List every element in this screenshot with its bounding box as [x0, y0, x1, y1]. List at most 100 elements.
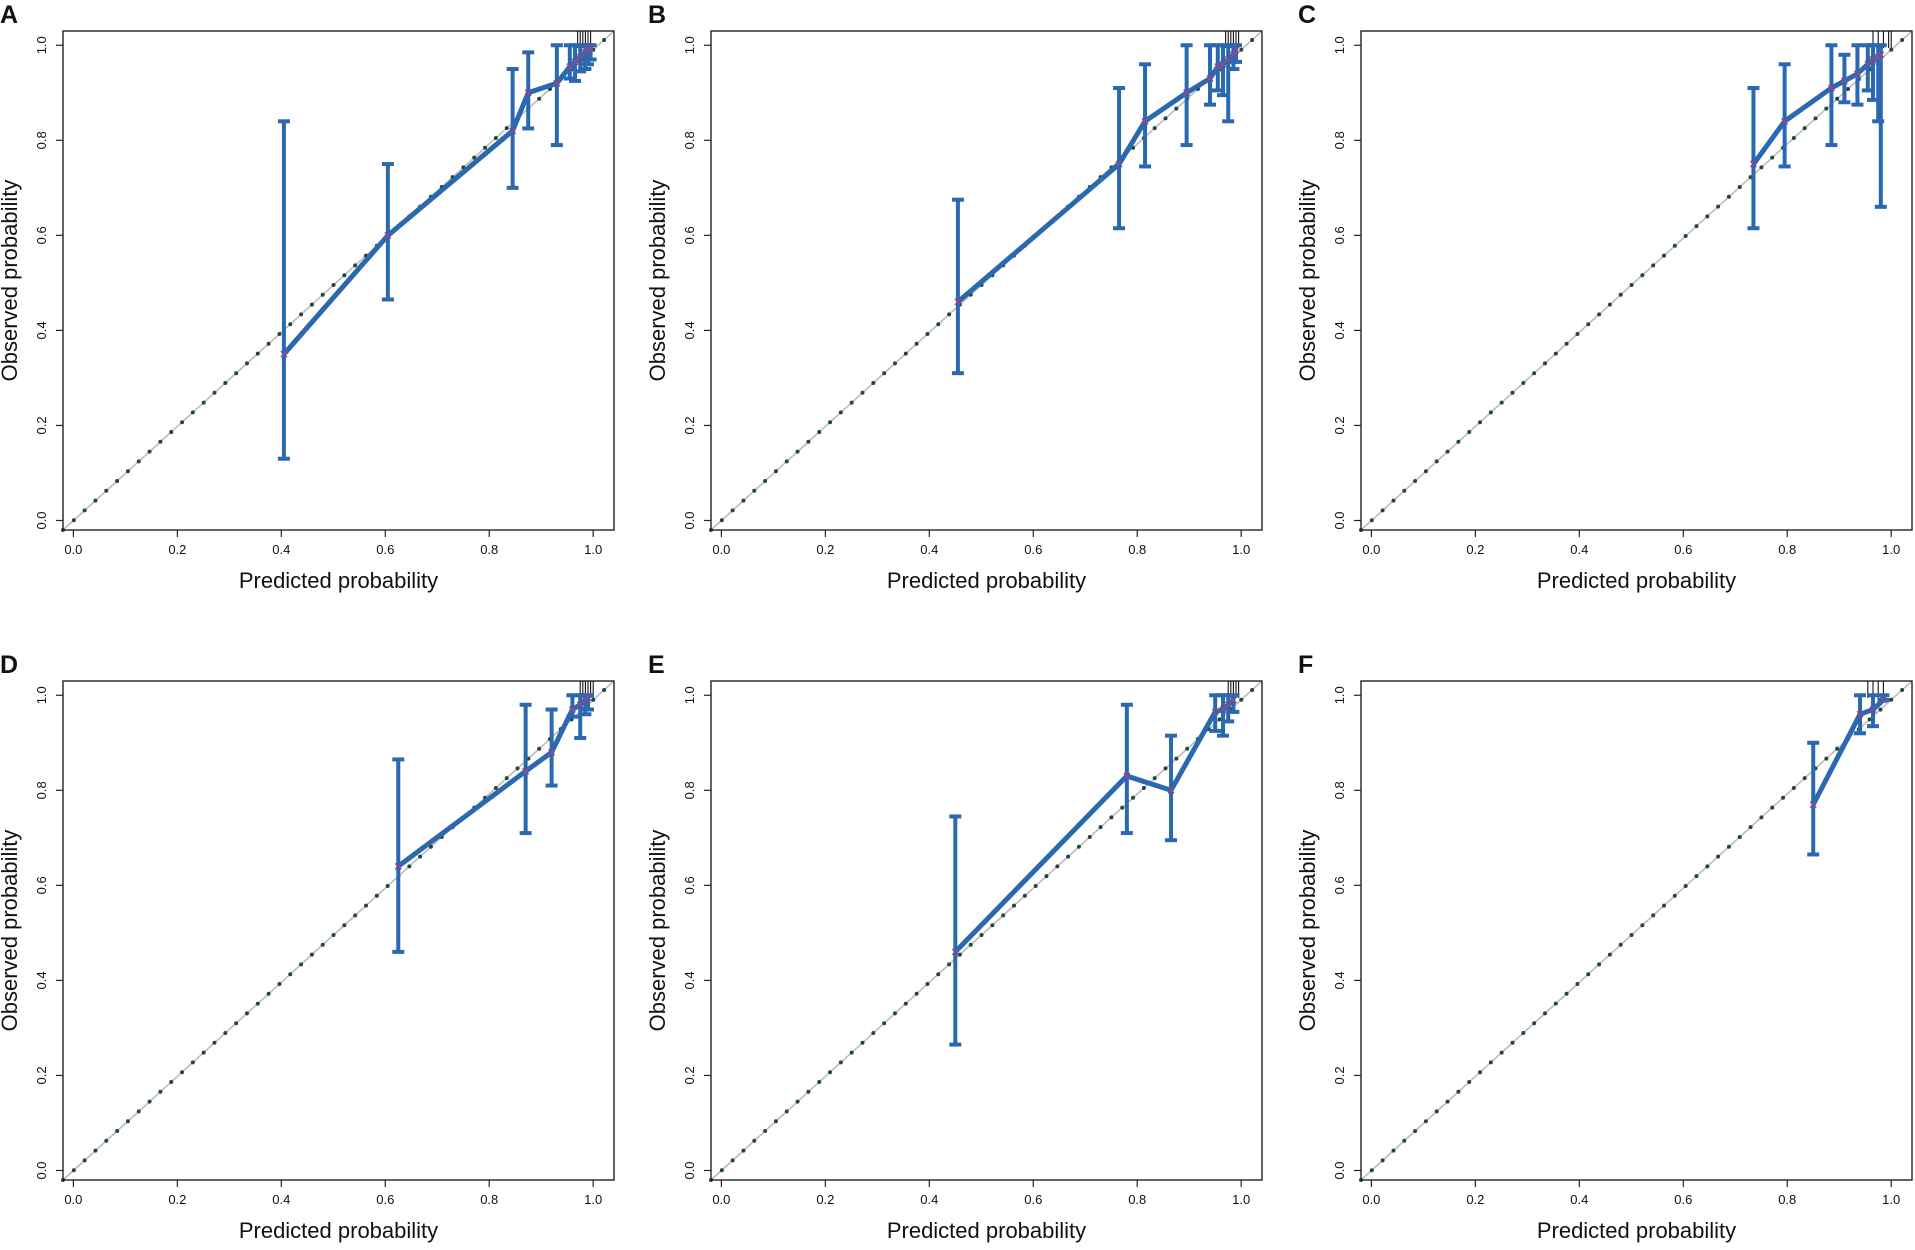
calibration-point: [553, 79, 561, 87]
calibration-point: [1869, 55, 1877, 64]
x-axis-title: Predicted probability: [1537, 568, 1736, 593]
calibration-point: [1141, 117, 1149, 125]
calibration-point: [1232, 46, 1240, 54]
x-tick-label: 0.4: [920, 1192, 938, 1207]
y-tick-label: 0.4: [34, 971, 49, 989]
plot-frame: [710, 30, 1263, 531]
y-tick-label: 1.0: [1332, 686, 1347, 704]
y-tick-label: 1.0: [682, 36, 697, 54]
calibration-point: [587, 44, 595, 52]
x-tick-label: 0.6: [1024, 542, 1042, 557]
panel-e: E 0.0 0.2 0.4 0.6 0.8 1.0 0.0 0.2 0.4 0.6 0.8 1.0 Pre…: [645, 651, 1264, 1243]
ideal-reference-line: [62, 30, 615, 531]
calibration-point: [280, 350, 288, 358]
ideal-reference-line: [1360, 30, 1913, 531]
panel-label: B: [648, 1, 666, 29]
plot-frame: [710, 680, 1263, 1181]
calibration-point: [951, 948, 959, 956]
y-tick-label: 0.4: [34, 321, 49, 339]
x-tick-label: 0.4: [272, 1192, 290, 1207]
y-tick-label: 0.6: [682, 876, 697, 894]
y-tick-label: 0.0: [1332, 1161, 1347, 1179]
x-tick-label: 0.8: [1778, 542, 1796, 557]
y-tick-label: 0.4: [682, 321, 697, 339]
x-tick-label: 0.4: [272, 542, 290, 557]
plot-frame: [1360, 680, 1913, 1181]
x-tick-label: 0.6: [376, 1192, 394, 1207]
calibration-point: [1827, 84, 1835, 92]
x-tick-label: 1.0: [584, 1192, 602, 1207]
y-tick-label: 0.8: [1332, 781, 1347, 799]
calibration-point: [1115, 160, 1123, 168]
panel-a: A 0.0 0.2 0.4 0.6 0.8 1.0 0.0 0.2 0.4 0.6 0.8 1.0 Pre…: [0, 1, 616, 593]
x-tick-label: 0.2: [168, 1192, 186, 1207]
panel-b: B 0.0 0.2 0.4 0.6 0.8 1.0 0.0 0.2 0.4 0.6 0.8 1.0 Pre…: [645, 1, 1264, 593]
x-tick-label: 0.6: [376, 542, 394, 557]
x-axis-title: Predicted probability: [887, 1218, 1086, 1243]
calibration-point: [548, 748, 556, 756]
x-tick-label: 0.8: [1778, 1192, 1796, 1207]
calibration-point: [1840, 77, 1848, 85]
ideal-reference-line: [710, 680, 1263, 1181]
y-tick-label: 0.2: [34, 1066, 49, 1084]
calibration-point: [509, 127, 517, 135]
calibration-line: [1751, 52, 1883, 166]
y-axis-title: Observed probability: [0, 830, 22, 1032]
panel-label: A: [0, 1, 18, 29]
y-tick-label: 0.0: [1332, 511, 1347, 529]
calibration-point: [1869, 705, 1877, 714]
y-tick-label: 0.2: [1332, 416, 1347, 434]
panel-c: C 0.0 0.2 0.4 0.6 0.8 1.0 0.0 0.2 0.4 0.6 0.8 1.0 Pre…: [1295, 1, 1914, 593]
y-tick-label: 0.8: [34, 781, 49, 799]
calibration-point: [1749, 160, 1757, 168]
x-tick-label: 1.0: [1882, 1192, 1900, 1207]
y-tick-label: 0.2: [682, 416, 697, 434]
calibration-point: [1853, 70, 1861, 78]
y-tick-label: 0.4: [1332, 971, 1347, 989]
calibration-point: [1214, 63, 1222, 71]
y-tick-label: 0.6: [34, 226, 49, 244]
calibration-line: [953, 698, 1236, 954]
calibration-point: [1781, 117, 1789, 125]
y-tick-label: 0.4: [1332, 321, 1347, 339]
calibration-line: [396, 695, 590, 869]
x-axis-title: Predicted probability: [239, 1218, 438, 1243]
panel-label: D: [0, 651, 18, 679]
calibration-point: [1879, 696, 1887, 704]
x-axis-title: Predicted probability: [887, 568, 1086, 593]
y-tick-label: 0.0: [682, 511, 697, 529]
x-tick-label: 0.0: [64, 542, 82, 557]
calibration-point: [1123, 772, 1131, 780]
y-axis-title: Observed probability: [0, 180, 22, 382]
x-tick-label: 1.0: [1882, 542, 1900, 557]
x-axis-title: Predicted probability: [239, 568, 438, 593]
x-tick-label: 0.0: [1362, 1192, 1380, 1207]
y-tick-label: 0.6: [1332, 226, 1347, 244]
y-tick-label: 1.0: [34, 686, 49, 704]
y-tick-label: 1.0: [1332, 36, 1347, 54]
calibration-line: [956, 48, 1239, 304]
ideal-reference-line: [1360, 680, 1913, 1181]
y-tick-label: 0.6: [682, 226, 697, 244]
calibration-point: [1856, 710, 1864, 718]
x-tick-label: 0.8: [480, 542, 498, 557]
plot-frame: [62, 680, 615, 1181]
x-tick-label: 0.0: [712, 542, 730, 557]
x-tick-label: 0.2: [1466, 1192, 1484, 1207]
calibration-point: [1211, 708, 1219, 716]
x-tick-label: 0.2: [816, 542, 834, 557]
plot-frame: [62, 30, 615, 531]
ideal-reference-line: [62, 680, 615, 1181]
x-tick-label: 0.0: [64, 1192, 82, 1207]
y-axis-title: Observed probability: [645, 180, 670, 382]
x-tick-label: 1.0: [1232, 542, 1250, 557]
y-tick-label: 0.2: [682, 1066, 697, 1084]
calibration-point: [1229, 696, 1237, 704]
calibration-point: [384, 231, 392, 239]
calibration-point: [954, 298, 962, 306]
y-tick-label: 0.2: [34, 416, 49, 434]
y-tick-label: 1.0: [682, 686, 697, 704]
x-tick-label: 0.6: [1674, 1192, 1692, 1207]
y-axis-title: Observed probability: [1295, 830, 1320, 1032]
x-tick-label: 0.4: [1570, 1192, 1588, 1207]
